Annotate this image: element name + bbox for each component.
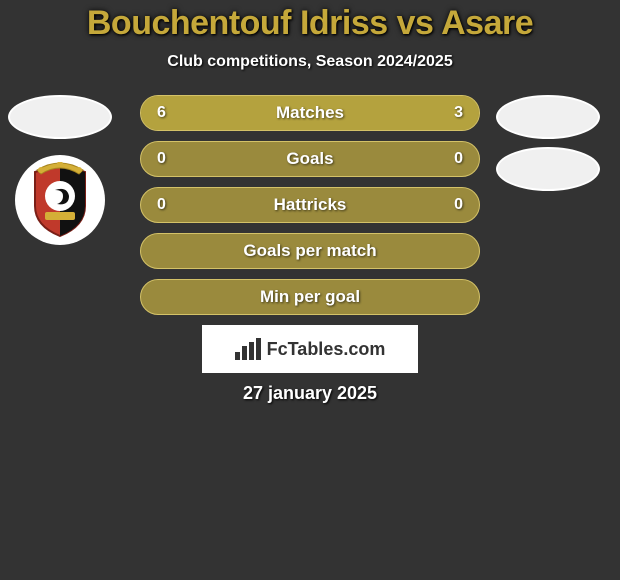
stat-label: Goals	[191, 149, 429, 169]
page-title: Bouchentouf Idriss vs Asare	[0, 4, 620, 43]
bars-icon	[235, 338, 261, 360]
player-right-avatar	[496, 95, 600, 139]
player-right-club-avatar	[496, 147, 600, 191]
date-label: 27 january 2025	[0, 383, 620, 404]
stat-row: Goals per match	[140, 233, 480, 269]
stat-label: Goals per match	[191, 241, 429, 261]
stat-label: Matches	[191, 103, 429, 123]
player-left-avatar	[8, 95, 112, 139]
subtitle: Club competitions, Season 2024/2025	[0, 53, 620, 71]
stat-row: 0Hattricks0	[140, 187, 480, 223]
stat-row: Min per goal	[140, 279, 480, 315]
watermark-text: FcTables.com	[267, 339, 386, 360]
stat-value-right: 0	[429, 196, 479, 214]
stat-label: Min per goal	[191, 287, 429, 307]
stat-value-right: 0	[429, 150, 479, 168]
stat-label: Hattricks	[191, 195, 429, 215]
stat-row: 6Matches3	[140, 95, 480, 131]
stat-row: 0Goals0	[140, 141, 480, 177]
stat-value-right: 3	[429, 104, 479, 122]
watermark: FcTables.com	[202, 325, 418, 373]
player-left-club-badge	[15, 155, 105, 245]
stat-value-left: 0	[141, 196, 191, 214]
club-crest-icon	[27, 162, 93, 238]
stat-value-left: 0	[141, 150, 191, 168]
stat-value-left: 6	[141, 104, 191, 122]
